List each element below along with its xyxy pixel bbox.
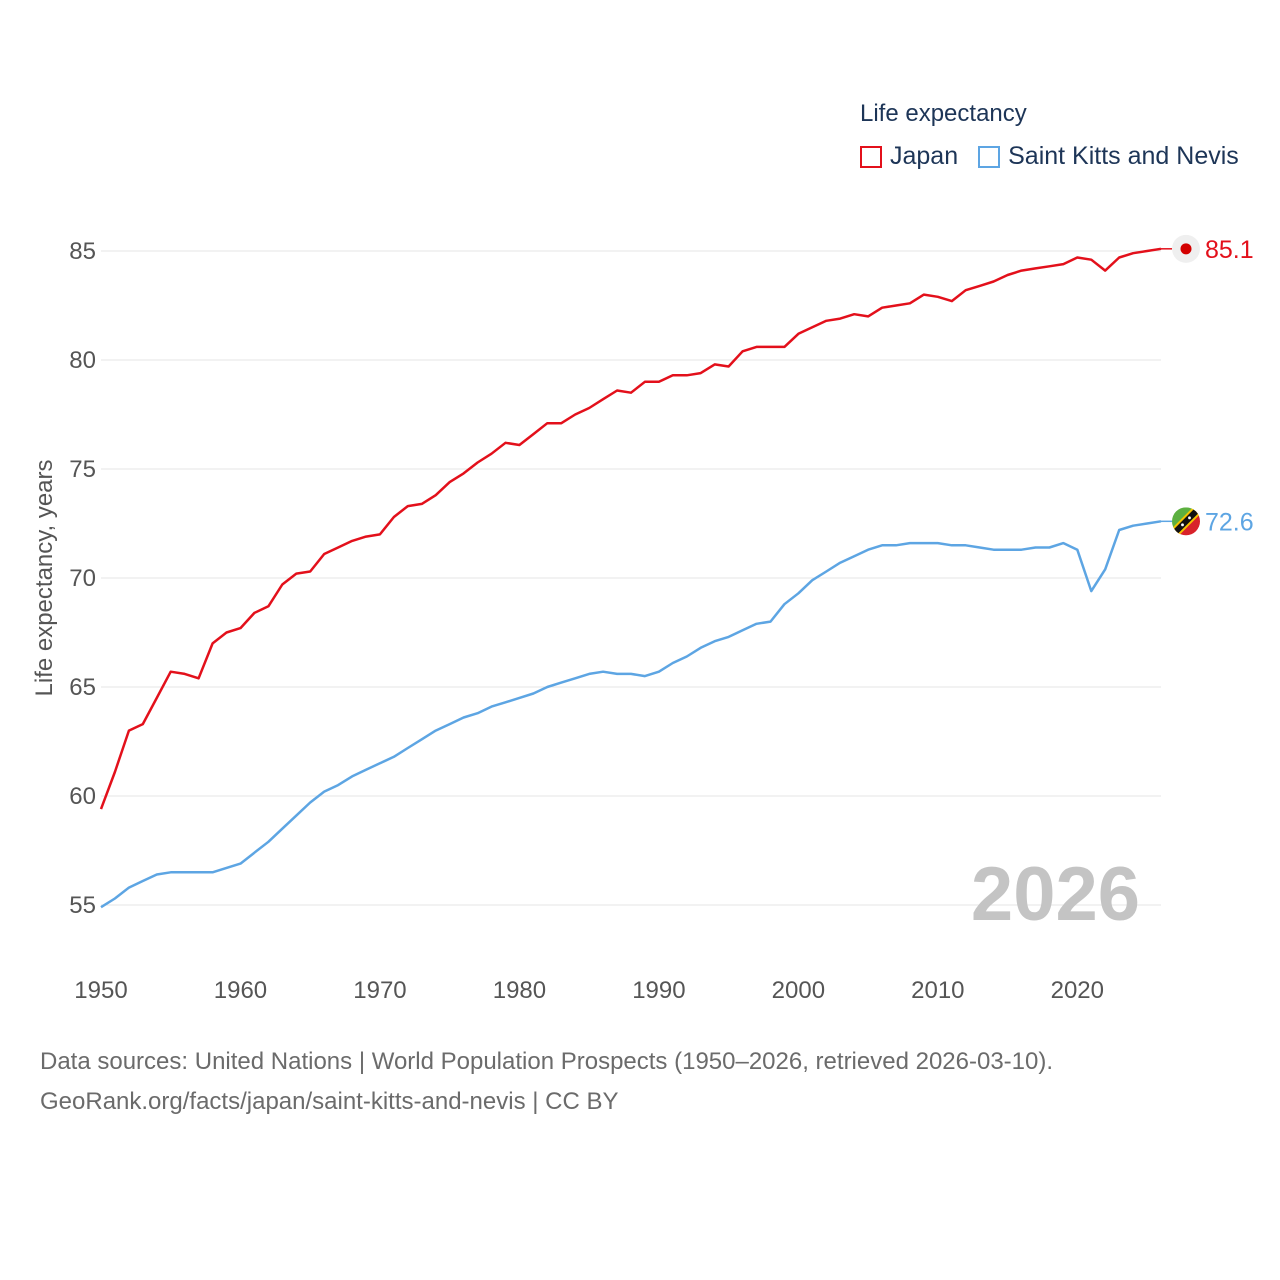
series-lines [99, 247, 1162, 909]
legend-swatch-saint-kitts-and-nevis [978, 145, 1001, 168]
legend: Japan Saint Kitts and Nevis [860, 142, 1259, 171]
end-value-label-saint-kitts-and-nevis: 72.6 [1205, 508, 1254, 536]
x-tick-label: 2020 [1051, 977, 1104, 1004]
attribution-link[interactable]: GeoRank.org/facts/japan/saint-kitts-and-… [40, 1088, 619, 1115]
series-line-saint-kitts-and-nevis[interactable] [100, 520, 1162, 909]
series-line-japan[interactable] [99, 247, 1162, 810]
x-tick-label: 1990 [632, 977, 685, 1004]
x-tick-label: 2010 [911, 977, 964, 1004]
x-axis-ticks: 1950 1960 1970 1980 1990 2000 2010 2020 [74, 977, 1104, 1004]
y-tick-label: 70 [69, 565, 96, 592]
x-tick-label: 1970 [353, 977, 406, 1004]
y-tick-label: 80 [69, 347, 96, 374]
flag-body [1172, 507, 1200, 536]
flag-black-band [1172, 507, 1200, 536]
y-tick-label: 60 [69, 783, 96, 810]
data-sources-text: Data sources: United Nations | World Pop… [40, 1048, 1054, 1075]
flag-star [1188, 516, 1191, 520]
y-tick-label: 65 [69, 674, 96, 701]
legend-item-saint-kitts-and-nevis[interactable]: Saint Kitts and Nevis [978, 142, 1239, 171]
y-tick-label: 85 [69, 238, 96, 265]
y-tick-label: 75 [69, 456, 96, 483]
flag-star [1181, 523, 1184, 527]
x-tick-label: 2000 [772, 977, 825, 1004]
legend-title: Life expectancy [860, 100, 1027, 127]
x-tick-label: 1950 [74, 977, 127, 1004]
footer: Data sources: United Nations | World Pop… [40, 1042, 1053, 1122]
legend-label-japan: Japan [890, 142, 959, 170]
end-markers: 85.1 72.6 [1161, 234, 1254, 536]
end-value-label-japan: 85.1 [1205, 236, 1254, 264]
y-tick-label: 55 [69, 892, 96, 919]
legend-item-japan[interactable]: Japan [860, 142, 958, 171]
y-axis-ticks: 55 60 65 70 75 80 85 [69, 238, 96, 919]
grid-lines [101, 250, 1161, 906]
legend-label-saint-kitts-and-nevis: Saint Kitts and Nevis [1008, 142, 1239, 170]
legend-swatch-japan [860, 145, 882, 168]
y-axis-label: Life expectancy, years [31, 459, 58, 696]
x-tick-label: 1980 [493, 977, 546, 1004]
flag-sun [1180, 243, 1192, 255]
current-year-label: 2026 [971, 852, 1140, 937]
saint-kitts-and-nevis-flag-icon [1172, 507, 1200, 536]
japan-flag-icon [1172, 234, 1200, 263]
x-tick-label: 1960 [214, 977, 267, 1004]
